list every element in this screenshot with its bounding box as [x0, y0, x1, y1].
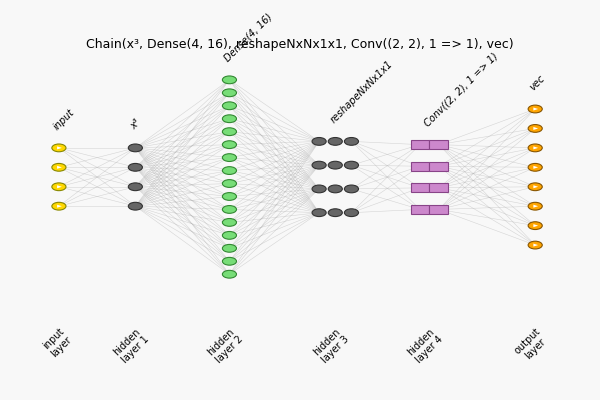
- Circle shape: [328, 161, 343, 169]
- Text: hidden
layer 4: hidden layer 4: [406, 326, 445, 365]
- Circle shape: [223, 141, 236, 148]
- Bar: [410, 162, 430, 171]
- Circle shape: [223, 115, 236, 123]
- Circle shape: [128, 164, 142, 171]
- Bar: [430, 184, 448, 192]
- Circle shape: [223, 167, 236, 174]
- Bar: [410, 184, 430, 192]
- Circle shape: [223, 128, 236, 136]
- Polygon shape: [533, 108, 538, 110]
- Circle shape: [528, 183, 542, 191]
- Circle shape: [312, 161, 326, 169]
- Polygon shape: [57, 185, 62, 188]
- Text: reshapeNxNx1x1: reshapeNxNx1x1: [328, 59, 395, 125]
- Text: Dense(4, 16): Dense(4, 16): [223, 12, 274, 64]
- Circle shape: [528, 202, 542, 210]
- Circle shape: [52, 144, 66, 152]
- Circle shape: [223, 244, 236, 252]
- Circle shape: [52, 164, 66, 171]
- Polygon shape: [533, 224, 538, 227]
- Text: hidden
layer 3: hidden layer 3: [311, 326, 350, 365]
- Circle shape: [223, 232, 236, 239]
- Circle shape: [128, 202, 142, 210]
- Circle shape: [223, 257, 236, 265]
- Polygon shape: [533, 146, 538, 149]
- Polygon shape: [57, 166, 62, 169]
- Text: Conv((2, 2), 1 => 1): Conv((2, 2), 1 => 1): [422, 51, 500, 128]
- Circle shape: [128, 183, 142, 191]
- Circle shape: [328, 209, 343, 216]
- Polygon shape: [533, 205, 538, 208]
- Text: input
layer: input layer: [41, 326, 74, 359]
- Circle shape: [528, 124, 542, 132]
- Bar: [410, 140, 430, 149]
- Circle shape: [528, 144, 542, 152]
- Bar: [410, 205, 430, 214]
- Text: Chain(x³, Dense(4, 16), reshapeNxNx1x1, Conv((2, 2), 1 => 1), vec): Chain(x³, Dense(4, 16), reshapeNxNx1x1, …: [86, 38, 514, 51]
- Text: output
layer: output layer: [512, 326, 550, 364]
- Circle shape: [312, 138, 326, 145]
- Circle shape: [223, 180, 236, 188]
- Circle shape: [52, 202, 66, 210]
- Circle shape: [528, 105, 542, 113]
- Circle shape: [52, 183, 66, 191]
- Circle shape: [344, 185, 359, 193]
- Text: hidden
layer 2: hidden layer 2: [205, 326, 245, 365]
- Polygon shape: [57, 146, 62, 149]
- Text: input: input: [52, 107, 77, 132]
- Circle shape: [344, 161, 359, 169]
- Polygon shape: [533, 244, 538, 246]
- Circle shape: [344, 209, 359, 216]
- Polygon shape: [533, 127, 538, 130]
- Circle shape: [223, 206, 236, 213]
- Circle shape: [223, 102, 236, 110]
- Circle shape: [328, 185, 343, 193]
- Text: hidden
layer 1: hidden layer 1: [112, 326, 151, 365]
- Circle shape: [528, 164, 542, 171]
- Circle shape: [223, 270, 236, 278]
- Circle shape: [223, 154, 236, 162]
- Circle shape: [128, 144, 142, 152]
- Bar: [430, 140, 448, 149]
- Bar: [430, 205, 448, 214]
- Circle shape: [312, 209, 326, 216]
- Circle shape: [223, 89, 236, 97]
- Text: x³: x³: [128, 118, 142, 132]
- Circle shape: [528, 241, 542, 249]
- Circle shape: [528, 222, 542, 230]
- Bar: [430, 162, 448, 171]
- Polygon shape: [57, 205, 62, 208]
- Polygon shape: [533, 166, 538, 169]
- Polygon shape: [533, 185, 538, 188]
- Circle shape: [223, 192, 236, 200]
- Circle shape: [223, 76, 236, 84]
- Text: vec: vec: [528, 74, 547, 93]
- Circle shape: [344, 138, 359, 145]
- Circle shape: [312, 185, 326, 193]
- Circle shape: [223, 218, 236, 226]
- Circle shape: [328, 138, 343, 145]
